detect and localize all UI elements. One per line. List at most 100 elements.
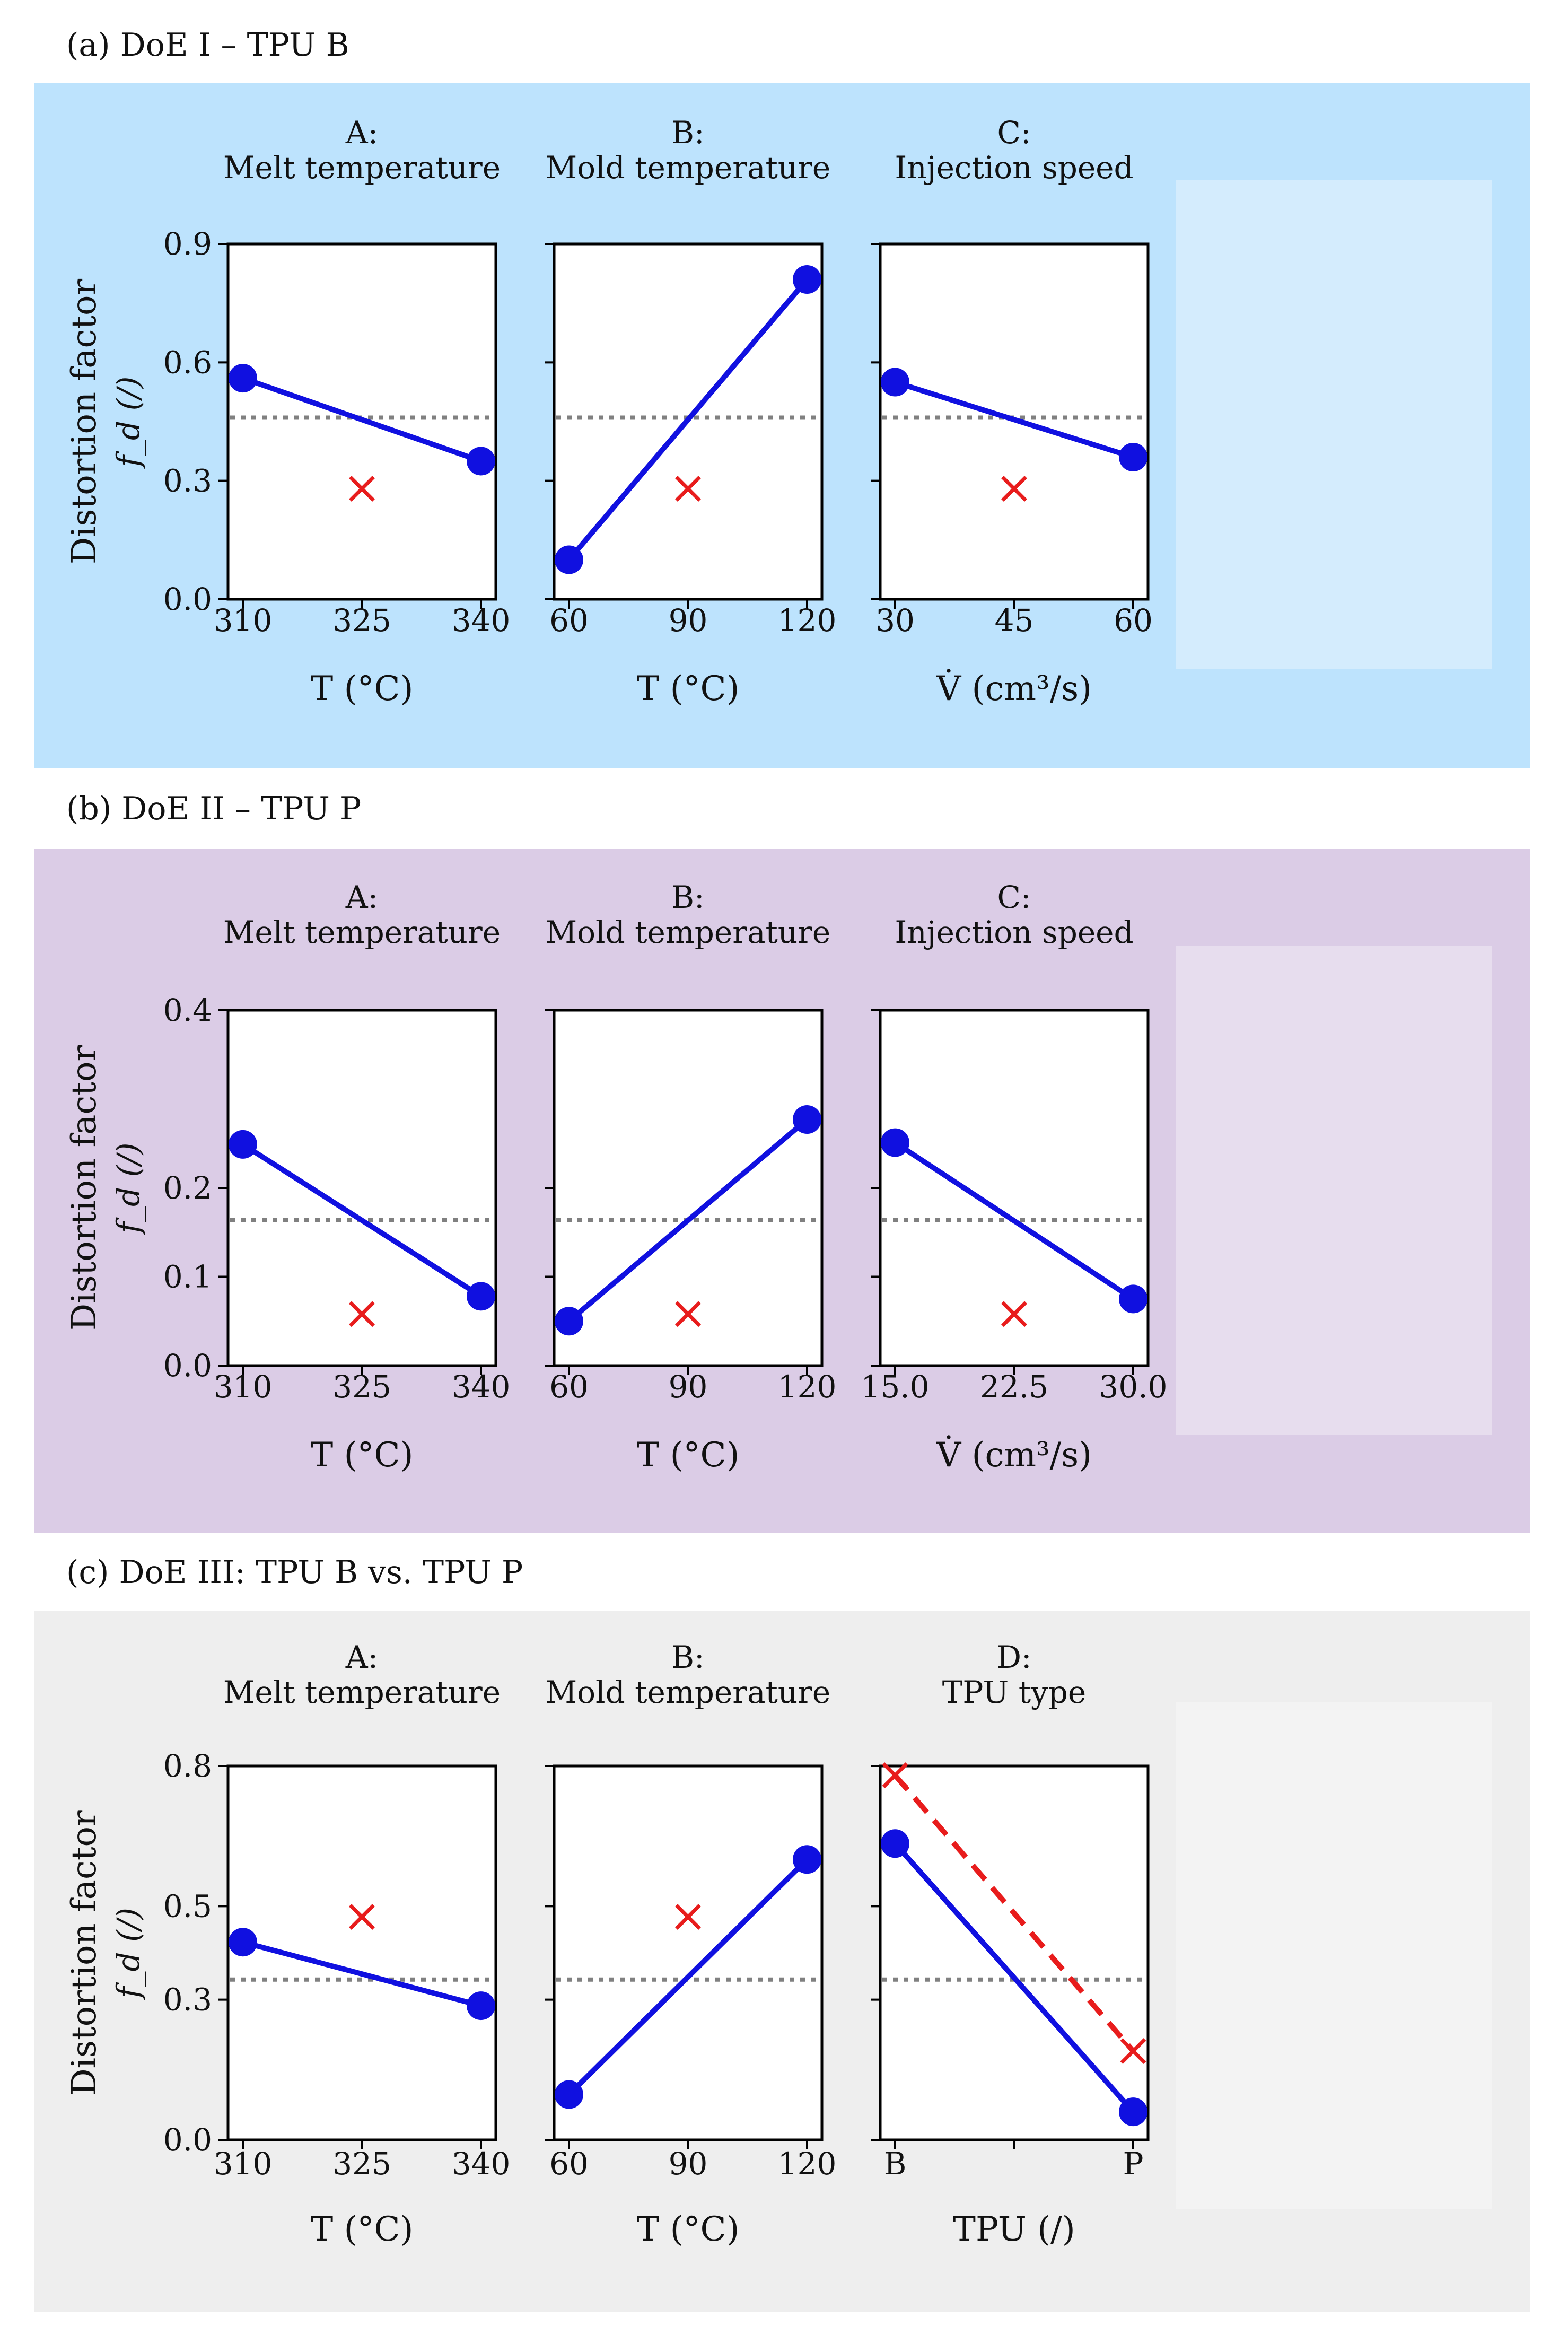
main-effect-line [241,1142,483,1299]
y-tick-label: 0.8 [163,1748,212,1784]
subplot-2: B:Mold temperature 60 90 120 T (°C) [545,1639,836,2249]
x-tick-label: 45 [995,602,1034,639]
y-tick-label: 0.9 [163,226,212,262]
subplot-title-line1: A: [345,1639,378,1675]
main-effect-point-low [881,1128,909,1157]
interaction-marker-stroke [349,476,375,502]
panel-b: (b) DoE II – TPU P Distortion factor f_d (… [34,790,1530,1533]
interaction-marker [675,1301,701,1327]
y-axis-label: Distortion factor [65,278,104,564]
subplot-1: A:Melt temperature 0.0 0.1 0.2 0.4 310 325 340 T… [163,879,511,1475]
interaction-marker-stroke [1120,2038,1146,2065]
subplot-title-line2: Injection speed [895,150,1133,186]
interaction-marker [675,476,701,502]
interaction-marker [349,476,375,502]
subplot-title-line1: D: [996,1639,1031,1675]
interaction-marker-stroke [1001,1301,1027,1327]
x-tick-label: 120 [778,1369,837,1405]
x-axis-label: V̇ (cm³/s) [936,668,1092,709]
y-axis-symbol: f_d (/) [110,1908,146,2000]
interaction-marker [349,1301,375,1327]
x-tick-label: 120 [778,2146,837,2182]
x-tick-label: 310 [214,602,273,639]
interaction-marker-stroke [1001,476,1027,502]
subplot-1: A:Melt temperature 0.0 0.3 0.6 0.9 310 325 340 T… [163,115,511,709]
x-tick-label: 340 [452,2146,511,2182]
interaction-marker-stroke [349,1904,375,1930]
main-effect-line [242,1939,482,2008]
subplot-title-line1: A: [345,879,378,915]
main-effect-point-low [881,1829,909,1858]
x-tick-label: 22.5 [980,1369,1048,1405]
legend-placeholder-box [1176,180,1492,669]
y-tick-label: 0.3 [163,463,212,499]
x-tick-label: 325 [332,2146,391,2182]
interaction-marker [349,1904,375,1930]
subplot-title-line2: Melt temperature [223,914,501,950]
main-effect-line [567,1857,809,2097]
interaction-marker-stroke [675,476,701,502]
main-effect-point-high [793,265,821,294]
x-tick-label: 60 [549,2146,589,2182]
interaction-marker [1001,1301,1027,1327]
subplot-1: A:Melt temperature 0.0 0.3 0.5 0.8 310 325 340 T… [163,1639,511,2249]
x-tick-label: 90 [669,602,708,639]
x-axis-label: V̇ (cm³/s) [936,1435,1092,1475]
subplot-title-line2: Mold temperature [546,150,831,186]
main-effect-line [242,375,482,464]
y-axis-label: Distortion factor [65,1045,104,1331]
x-tick-label: 60 [1114,602,1153,639]
main-effect-point-low [555,2080,583,2109]
main-effect-point-low [555,545,583,574]
x-tick-label: 325 [332,602,391,639]
x-axis-label: T (°C) [637,669,740,709]
subplot-title-line1: B: [671,879,704,915]
subplot-2: B:Mold temperature 60 90 120 T (°C) [545,115,836,709]
x-tick-label: 30 [875,602,915,639]
x-tick-label: 15.0 [861,1369,929,1405]
interaction-marker-stroke [349,1301,375,1327]
y-tick-label: 0.0 [163,1348,212,1384]
x-tick-label: B [884,2146,907,2182]
main-effect-point-low [555,1307,583,1336]
subplot-3: C:Injection speed 30 45 60 V̇ (cm³/s) [871,115,1153,709]
x-axis-label: T (°C) [637,2210,740,2249]
main-effect-point-high [467,1991,495,2021]
main-effect-point-high [467,447,495,476]
interaction-marker [675,1904,701,1930]
interaction-marker-stroke [675,1301,701,1327]
main-effect-line [894,1140,1135,1301]
main-effect-point-high [1119,1284,1147,1314]
y-tick-label: 0.0 [163,581,212,617]
x-tick-label: 120 [778,602,837,639]
interaction-marker [882,1762,908,1789]
x-axis-label: T (°C) [311,669,414,709]
y-tick-label: 0.6 [163,344,212,380]
x-axis-label: T (°C) [311,1436,414,1475]
main-effect-point-high [793,1845,821,1874]
x-tick-label: 325 [332,1369,391,1405]
main-effect-point-low [229,1928,257,1957]
subplot-title-line1: A: [345,115,378,151]
interaction-marker-stroke [882,1762,908,1789]
main-effect-line [893,1841,1135,2114]
x-tick-label: 340 [452,1369,511,1405]
main-effect-point-low [881,368,909,397]
y-axis-symbol: f_d (/) [110,377,146,469]
legend-placeholder-box [1176,1702,1492,2209]
subplot-3: C:Injection speed 15.0 22.5 30.0V̇ (cm³/s) [861,879,1167,1475]
y-tick-label: 0.2 [163,1170,212,1206]
subplot-title-line1: C: [997,115,1031,151]
main-effect-point-high [1119,443,1147,471]
x-tick-label: 310 [214,1369,273,1405]
main-effect-point-low [229,364,257,393]
x-tick-label: 340 [452,602,511,639]
main-effect-point-high [467,1282,495,1311]
interaction-line [893,1773,1135,2053]
x-tick-label: 60 [549,1369,589,1405]
y-tick-label: 0.3 [163,1982,212,2018]
x-axis-label: T (°C) [311,2210,414,2249]
plot-area [226,1009,497,1367]
legend-placeholder-box [1176,946,1492,1435]
